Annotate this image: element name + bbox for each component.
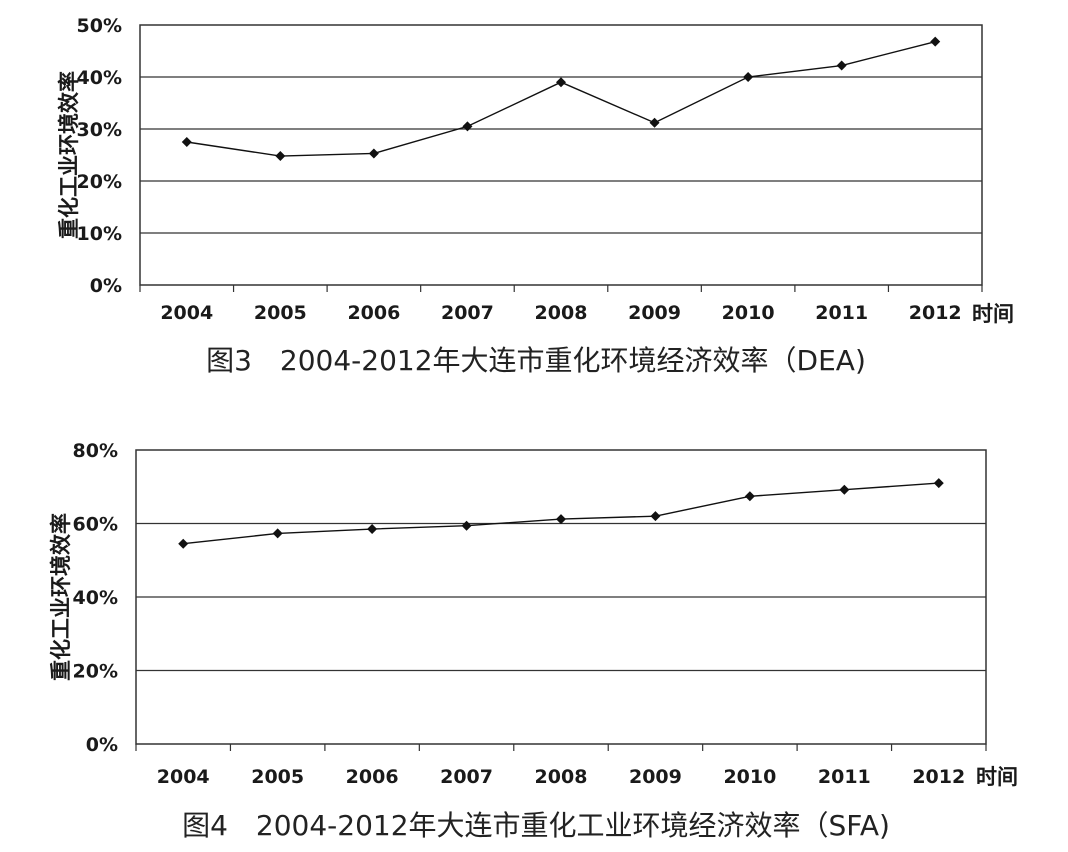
x-tick-label: 2012 bbox=[909, 302, 962, 324]
y-tick-label: 40% bbox=[77, 67, 122, 89]
y-tick-label: 0% bbox=[90, 275, 122, 297]
y-axis-label: 重化工业环境效率 bbox=[49, 513, 73, 681]
series-line bbox=[178, 478, 944, 549]
x-tick-label: 2011 bbox=[818, 766, 871, 788]
y-tick-label: 20% bbox=[77, 171, 122, 193]
plot-area bbox=[139, 24, 983, 286]
gridlines bbox=[140, 76, 982, 234]
data-point-marker bbox=[178, 538, 189, 549]
data-point-marker bbox=[649, 117, 660, 128]
x-axis bbox=[139, 285, 983, 292]
y-tick-labels: 0% 20% 40% 60% 80% bbox=[73, 440, 118, 756]
series-line bbox=[181, 36, 941, 162]
x-tick-label: 2010 bbox=[722, 302, 775, 324]
y-tick-label: 10% bbox=[77, 223, 122, 245]
y-tick-label: 20% bbox=[73, 661, 118, 683]
x-tick-label: 2004 bbox=[157, 766, 210, 788]
data-point-marker bbox=[650, 511, 661, 522]
x-tick-label: 2004 bbox=[160, 302, 213, 324]
x-tick-label: 2008 bbox=[535, 302, 588, 324]
x-tick-label: 2007 bbox=[441, 302, 494, 324]
x-tick-label: 2005 bbox=[254, 302, 307, 324]
y-tick-label: 0% bbox=[86, 734, 118, 756]
y-tick-labels: 0% 10% 20% 30% 40% 50% bbox=[77, 15, 122, 297]
y-axis-label: 重化工业环境效率 bbox=[57, 71, 81, 239]
x-tick-label: 2009 bbox=[629, 766, 682, 788]
data-point-marker bbox=[839, 484, 850, 495]
data-point-marker bbox=[743, 72, 754, 82]
figure-caption: 图4 2004-2012年大连市重化工业环境经济效率（SFA) bbox=[182, 809, 890, 842]
x-tick-label: 2011 bbox=[815, 302, 868, 324]
data-point-marker bbox=[368, 148, 379, 159]
x-tick-label: 2010 bbox=[723, 766, 776, 788]
x-tick-label: 2006 bbox=[346, 766, 399, 788]
x-tick-label: 2009 bbox=[628, 302, 681, 324]
data-point-marker bbox=[836, 60, 847, 71]
data-point-marker bbox=[556, 77, 566, 88]
chart-dea: 0%10%20%30%40%50% 2004 2005 2006 2007 2008 20… bbox=[57, 15, 1014, 377]
x-tick-labels: 2004 2005 2006 2007 2008 2009 2010 2011 2012 bbox=[160, 302, 961, 324]
x-tick-label: 2008 bbox=[535, 766, 588, 788]
x-unit-label: 时间 bbox=[972, 302, 1014, 326]
y-tick-label: 40% bbox=[73, 587, 118, 609]
data-point-marker bbox=[462, 121, 473, 132]
y-tick-label: 80% bbox=[73, 440, 118, 462]
data-point-marker bbox=[181, 137, 192, 147]
chart-sfa: 0%20%40%60%80% 2004 2005 2006 2007 2008 2009 2… bbox=[49, 440, 1018, 842]
data-point-marker bbox=[744, 491, 755, 502]
x-axis bbox=[135, 744, 987, 751]
x-tick-label: 2012 bbox=[912, 766, 965, 788]
x-tick-labels: 2004 2005 2006 2007 2008 2009 2010 2011 2012 bbox=[157, 766, 965, 788]
x-unit-label: 时间 bbox=[976, 765, 1018, 789]
data-point-marker bbox=[275, 151, 286, 162]
x-tick-label: 2005 bbox=[251, 766, 304, 788]
data-point-marker bbox=[367, 524, 378, 535]
series-path bbox=[183, 482, 939, 545]
y-tick-label: 50% bbox=[77, 15, 122, 37]
data-point-marker bbox=[930, 36, 941, 47]
x-tick-label: 2006 bbox=[347, 302, 400, 324]
y-tick-label: 60% bbox=[73, 514, 118, 536]
data-point-marker bbox=[933, 478, 944, 489]
series-path bbox=[186, 40, 936, 157]
data-point-marker bbox=[272, 528, 283, 539]
data-point-marker bbox=[461, 520, 472, 531]
figure-caption: 图3 2004-2012年大连市重化环境经济效率（DEA) bbox=[206, 344, 866, 377]
x-tick-label: 2007 bbox=[440, 766, 493, 788]
y-tick-label: 30% bbox=[77, 119, 122, 141]
gridlines bbox=[136, 522, 986, 672]
data-point-marker bbox=[556, 514, 566, 525]
